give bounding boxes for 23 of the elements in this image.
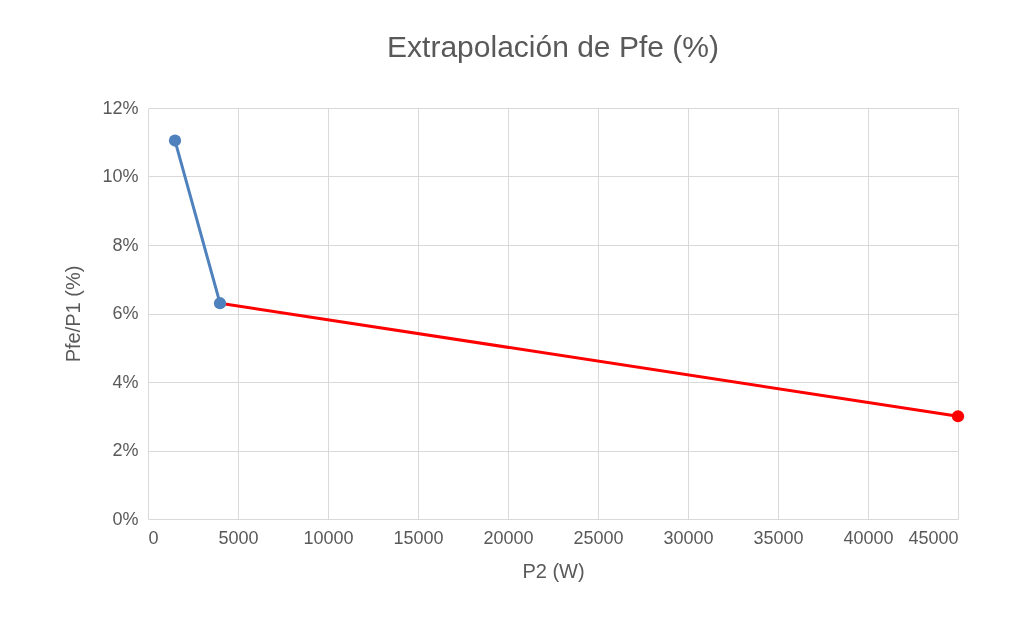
x-axis-title: P2 (W) [522,559,585,582]
y-tick-label: 8% [112,234,139,255]
y-tick-label: 2% [112,440,139,460]
y-tick-label: 10% [102,166,139,186]
x-tick-label: 30000 [663,527,714,548]
x-tick-label: 20000 [483,527,534,548]
x-tick-label: 15000 [393,527,444,548]
x-tick-label: 45000 [908,527,959,548]
y-axis-title: Pfe/P1 (%) [62,265,85,363]
y-tick-label: 6% [112,303,139,323]
y-tick-label: 4% [112,371,139,392]
x-tick-label: 0 [148,527,159,548]
point [168,134,182,147]
y-tick-label: 0% [112,508,139,529]
chart-title: Extrapolación de Pfe (%) [387,30,719,63]
point [951,410,965,423]
y-tick-label: 12% [102,97,139,118]
x-tick-label: 40000 [843,527,894,548]
x-tick-label: 25000 [573,527,624,548]
x-tick-label: 35000 [753,527,804,548]
x-tick-label: 10000 [303,527,354,548]
point [213,297,227,310]
x-tick-label: 5000 [218,527,259,548]
